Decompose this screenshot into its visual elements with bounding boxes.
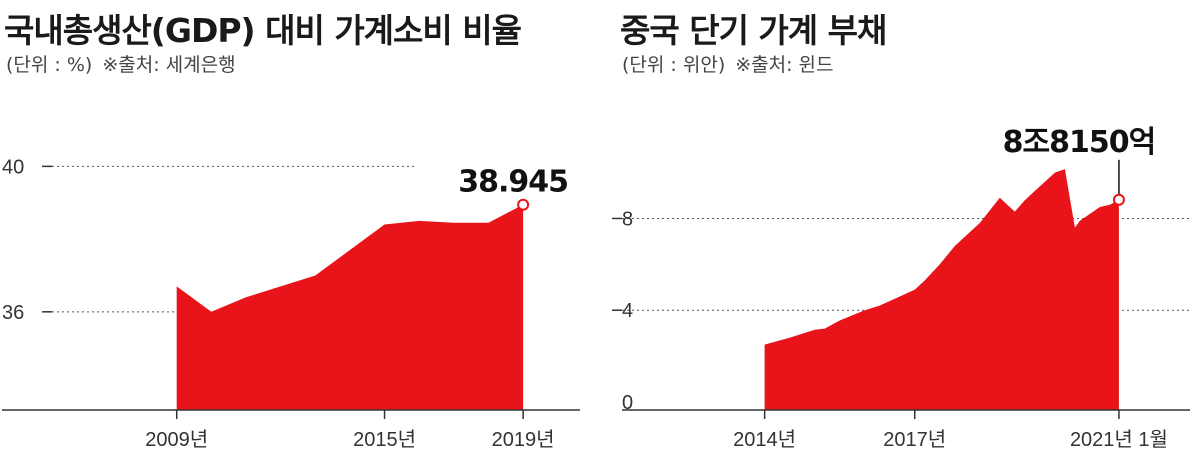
last-value-label: 38.945	[458, 165, 568, 200]
area-series	[176, 204, 524, 410]
y-tick-label: 36	[2, 302, 24, 324]
chart-subtitle: (단위 : 위안) ※출처: 윈드	[622, 50, 834, 77]
y-tick-label: 4	[622, 300, 633, 322]
household-debt-area-chart: 8 4 0 2014년 2017년 2021년 1월 8조8150억	[612, 125, 1190, 451]
last-point-marker	[1112, 193, 1125, 206]
china-household-debt-chart-panel: 중국 단기 가계 부채 (단위 : 위안) ※출처: 윈드 8 4 0 2014년 201…	[600, 0, 1200, 452]
chart-title: 국내총생산(GDP) 대비 가계소비 비율	[4, 11, 522, 50]
unit-label: (단위 : %)	[6, 54, 93, 76]
source-label: ※출처: 윈드	[735, 54, 834, 76]
unit-label: (단위 : 위안)	[622, 54, 726, 76]
chart-subtitle: (단위 : %) ※출처: 세계은행	[6, 50, 236, 77]
y-tick-label: 40	[2, 156, 24, 178]
x-tick-label: 2015년	[353, 428, 416, 451]
x-tick-label: 2019년	[492, 428, 555, 451]
source-label: ※출처: 세계은행	[102, 54, 236, 76]
x-tick-label: 2017년	[883, 428, 946, 451]
area-series	[764, 169, 1119, 410]
y-tick-label: 0	[622, 392, 633, 414]
x-tick-label: 2009년	[145, 428, 208, 451]
gdp-consumption-chart-panel: 국내총생산(GDP) 대비 가계소비 비율 (단위 : %) ※출처: 세계은행 …	[2, 11, 580, 451]
last-point-marker	[517, 198, 530, 211]
x-tick-label: 2021년 1월	[1070, 428, 1168, 451]
y-tick-label: 8	[622, 208, 633, 230]
last-value-label: 8조8150억	[1003, 125, 1156, 160]
x-tick-label: 2014년	[733, 428, 796, 451]
chart-title: 중국 단기 가계 부채	[620, 11, 887, 50]
gdp-consumption-area-chart: 40 36 2009년 2015년 2019년 38.945	[2, 156, 580, 451]
